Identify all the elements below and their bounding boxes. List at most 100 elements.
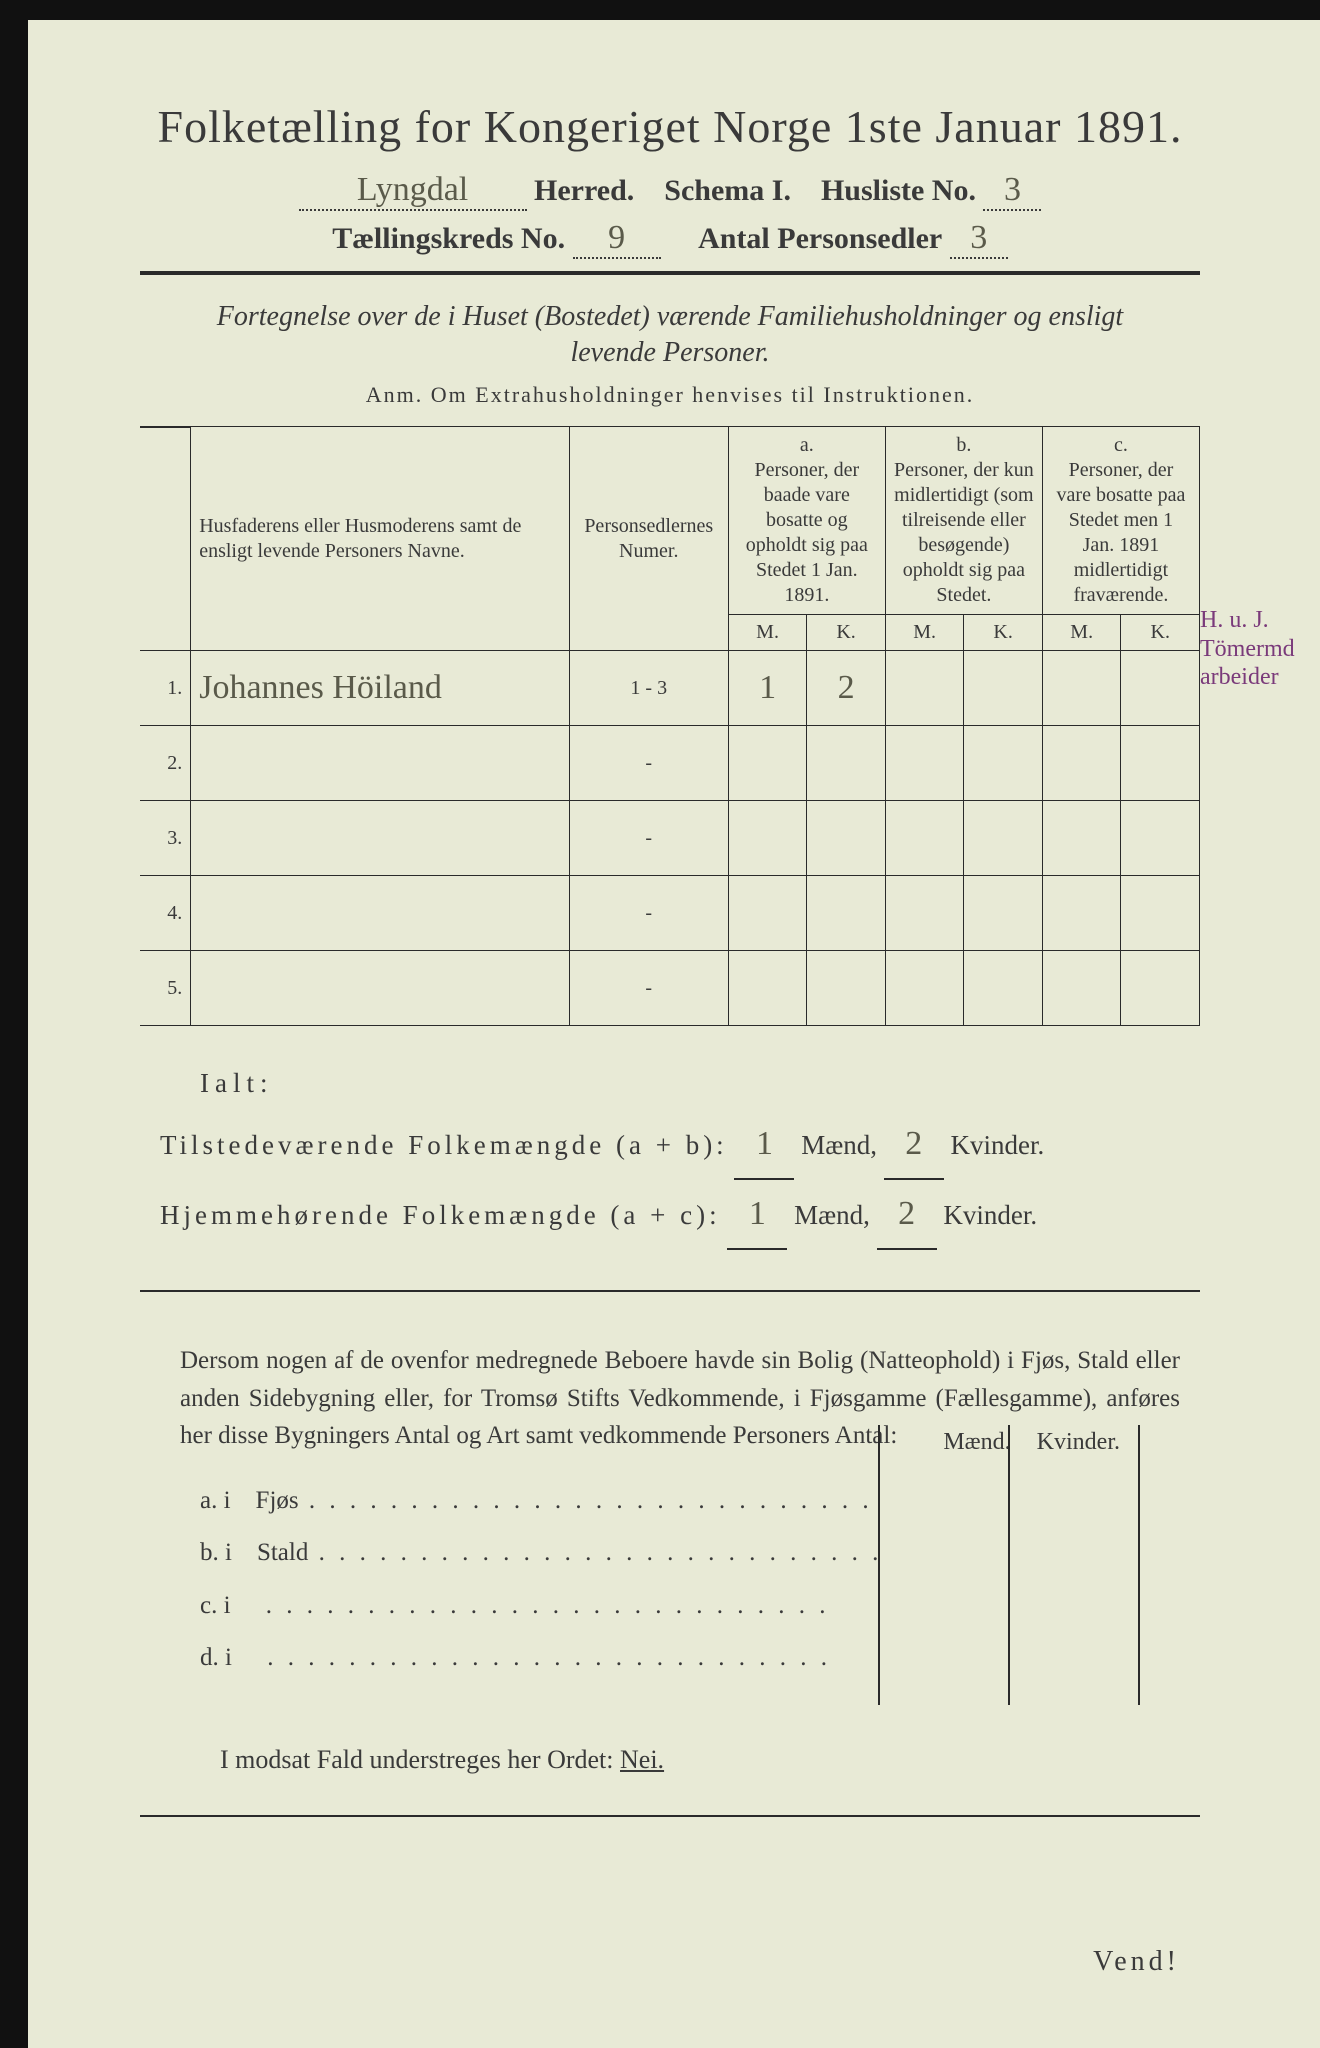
row-num: 5. (140, 951, 191, 1026)
aux-dots: . . . . . . . . . . . . . . . . . . . . … (308, 1539, 882, 1566)
row-a-k: 2 (807, 651, 886, 726)
nei-text: I modsat Fald understreges her Ordet: (220, 1745, 614, 1774)
totals-2-m: 1 (727, 1180, 787, 1250)
totals-1-k: 2 (884, 1110, 944, 1180)
husliste-value: 3 (983, 171, 1041, 211)
row-a-m (728, 726, 807, 801)
totals-kvinder-2: Kvinder. (943, 1200, 1037, 1230)
col-a-k: K. (807, 615, 886, 651)
row-numer: - (569, 801, 728, 876)
scan-edge-left (0, 0, 28, 2048)
row-c-k (1121, 651, 1200, 726)
totals-maend-2: Mænd, (794, 1200, 870, 1230)
row-numer: - (569, 726, 728, 801)
aux-vline-2 (1008, 1425, 1010, 1705)
aux-row: a. i Fjøs . . . . . . . . . . . . . . . … (200, 1475, 1180, 1528)
totals-2-k: 2 (877, 1180, 937, 1250)
aux-row-label: d. i (200, 1644, 232, 1671)
row-b-m (885, 876, 964, 951)
row-b-k (964, 951, 1043, 1026)
vend-label: Vend! (1093, 1946, 1180, 1978)
nei-line: I modsat Fald understreges her Ordet: Ne… (220, 1745, 1200, 1775)
row-a-m (728, 876, 807, 951)
col-c-label: c. (1051, 433, 1191, 458)
row-a-m (728, 951, 807, 1026)
header-rule (140, 271, 1200, 275)
margin-annotation-2: Tömermd (1200, 635, 1310, 664)
totals-1-m: 1 (734, 1110, 794, 1180)
schema-label: Schema I. (664, 174, 791, 207)
aux-dots: . . . . . . . . . . . . . . . . . . . . … (256, 1592, 830, 1619)
census-table: Husfaderens eller Husmoderens samt de en… (140, 426, 1200, 1027)
aux-row: b. i Stald . . . . . . . . . . . . . . .… (200, 1527, 1180, 1580)
row-a-k (807, 726, 886, 801)
col-a: a. Personer, der baade vare bosatte og o… (728, 427, 885, 615)
col-c-text: Personer, der vare bosatte paa Stedet me… (1051, 458, 1191, 608)
col-c-m: M. (1042, 615, 1121, 651)
row-b-k (964, 651, 1043, 726)
table-row: 3. - (140, 801, 1200, 876)
aux-dots: . . . . . . . . . . . . . . . . . . . . … (299, 1487, 873, 1514)
aux-dots: . . . . . . . . . . . . . . . . . . . . … (257, 1644, 831, 1671)
col-a-m: M. (728, 615, 807, 651)
herred-label: Herred. (534, 174, 634, 207)
row-b-k (964, 876, 1043, 951)
aux-table: Mænd. Kvinder. a. i Fjøs . . . . . . . .… (200, 1475, 1180, 1685)
aux-maend: Mænd. (943, 1429, 1010, 1456)
col-c-k: K. (1121, 615, 1200, 651)
row-b-k (964, 726, 1043, 801)
row-c-k (1121, 951, 1200, 1026)
row-c-k (1121, 801, 1200, 876)
table-row: 5.- (140, 951, 1200, 1026)
totals-kvinder-1: Kvinder. (950, 1130, 1044, 1160)
aux-row-label: b. i (200, 1539, 232, 1566)
aux-row-type: Stald (257, 1539, 308, 1566)
aux-vline-3 (1138, 1425, 1140, 1705)
census-form-page: Folketælling for Kongeriget Norge 1ste J… (0, 0, 1320, 2048)
totals-line-2: Hjemmehørende Folkemængde (a + c): 1 Mæn… (160, 1180, 1200, 1250)
table-row: 1.Johannes Höiland1 - 312 (140, 651, 1200, 726)
aux-row: d. i . . . . . . . . . . . . . . . . . .… (200, 1632, 1180, 1685)
row-num: 3. (140, 801, 191, 876)
table-wrapper: Husfaderens eller Husmoderens samt de en… (140, 426, 1200, 1027)
totals-block: Ialt: Tilstedeværende Folkemængde (a + b… (140, 1056, 1200, 1250)
aux-kvinder: Kvinder. (1037, 1429, 1120, 1456)
anm-note: Anm. Om Extrahusholdninger henvises til … (140, 382, 1200, 408)
row-a-k (807, 876, 886, 951)
row-a-k (807, 951, 886, 1026)
row-b-m (885, 801, 964, 876)
nei-word: Nei. (620, 1745, 664, 1774)
antal-label: Antal Personsedler (698, 222, 942, 255)
row-c-m (1042, 876, 1121, 951)
row-c-m (1042, 801, 1121, 876)
row-a-m: 1 (728, 651, 807, 726)
col-c: c. Personer, der vare bosatte paa Stedet… (1042, 427, 1199, 615)
table-row: 4.- (140, 876, 1200, 951)
page-title: Folketælling for Kongeriget Norge 1ste J… (140, 100, 1200, 153)
aux-row-label: c. i (200, 1592, 231, 1619)
row-name: Johannes Höiland (199, 669, 442, 706)
scan-edge-top (0, 0, 1320, 20)
totals-line1-label: Tilstedeværende Folkemængde (a + b): (160, 1130, 728, 1160)
row-a-k (807, 801, 886, 876)
col-b: b. Personer, der kun midlertidigt (som t… (885, 427, 1042, 615)
totals-line-1: Tilstedeværende Folkemængde (a + b): 1 M… (160, 1110, 1200, 1180)
mid-rule (140, 1290, 1200, 1292)
col-name: Husfaderens eller Husmoderens samt de en… (191, 427, 569, 651)
bottom-rule (140, 1815, 1200, 1817)
row-num: 1. (140, 651, 191, 726)
table-row: 2.- (140, 726, 1200, 801)
antal-value: 3 (950, 219, 1008, 259)
aux-row-label: a. i (200, 1487, 231, 1514)
col-b-label: b. (894, 433, 1034, 458)
row-c-m (1042, 726, 1121, 801)
margin-annotation: H. u. J. Tömermd arbeider (1200, 606, 1310, 692)
row-b-m (885, 726, 964, 801)
col-numer: Personsedlernes Numer. (569, 427, 728, 651)
totals-line2-label: Hjemmehørende Folkemængde (a + c): (160, 1200, 721, 1230)
margin-annotation-1: H. u. J. (1200, 606, 1310, 635)
row-c-k (1121, 726, 1200, 801)
row-b-m (885, 951, 964, 1026)
herred-value: Lyngdal (299, 171, 527, 211)
kreds-label: Tællingskreds No. (332, 222, 565, 255)
